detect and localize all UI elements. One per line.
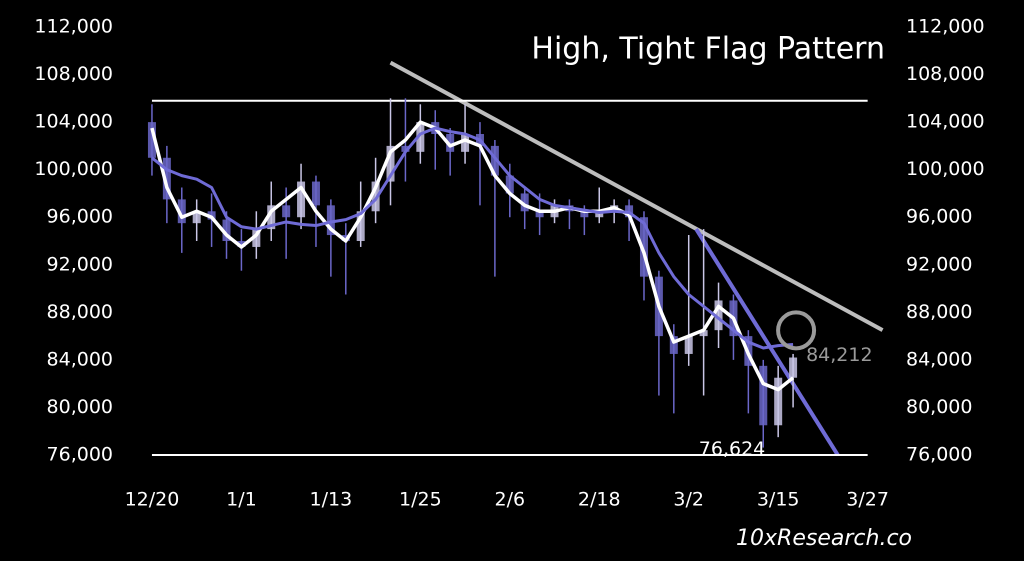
candle-body bbox=[535, 211, 544, 218]
y-tick-label: 88,000 bbox=[47, 301, 113, 323]
moving-average-line bbox=[150, 120, 795, 392]
candle-body bbox=[252, 229, 261, 247]
candle-body bbox=[595, 211, 604, 218]
y-tick-label: 76,000 bbox=[47, 444, 113, 466]
candle-body bbox=[401, 145, 410, 152]
y2-tick-label: 104,000 bbox=[906, 111, 985, 133]
candle-body bbox=[669, 336, 678, 354]
candle-body bbox=[505, 175, 514, 194]
trend-line bbox=[694, 228, 840, 457]
candle-body bbox=[446, 134, 455, 152]
annotation-label: 84,212 bbox=[806, 344, 872, 366]
candle-body bbox=[774, 377, 783, 426]
y2-tick-label: 84,000 bbox=[906, 348, 972, 370]
candle-body bbox=[311, 181, 320, 206]
y-tick-label: 84,000 bbox=[47, 348, 113, 370]
candle-body bbox=[789, 357, 798, 378]
y2-tick-label: 76,000 bbox=[906, 444, 972, 466]
x-tick-label: 1/1 bbox=[226, 489, 257, 511]
x-tick-label: 1/25 bbox=[399, 489, 442, 511]
x-tick-label: 3/2 bbox=[673, 489, 704, 511]
y2-tick-label: 112,000 bbox=[906, 16, 985, 38]
y2-tick-label: 108,000 bbox=[906, 63, 985, 85]
candle-body bbox=[759, 365, 768, 426]
y2-tick-label: 80,000 bbox=[906, 396, 972, 418]
candle-body bbox=[714, 300, 723, 331]
y2-tick-label: 92,000 bbox=[906, 253, 972, 275]
annotation-label: 76,624 bbox=[699, 438, 765, 460]
candle-body bbox=[356, 211, 365, 241]
annotation-circle bbox=[776, 310, 817, 351]
candle-body bbox=[282, 205, 291, 218]
candle-body bbox=[699, 330, 708, 337]
x-tick-label: 3/15 bbox=[757, 489, 800, 511]
candle-body bbox=[297, 181, 306, 218]
candle-body bbox=[267, 205, 276, 230]
watermark: 10xResearch.co bbox=[736, 526, 912, 551]
candle-body bbox=[192, 211, 201, 224]
candle-body bbox=[371, 181, 380, 212]
y-tick-label: 92,000 bbox=[47, 253, 113, 275]
y-tick-label: 104,000 bbox=[34, 111, 113, 133]
candle-body bbox=[416, 122, 425, 152]
candle-body bbox=[222, 219, 231, 241]
candle-body bbox=[639, 217, 648, 277]
y-tick-label: 100,000 bbox=[34, 158, 113, 180]
candle-body bbox=[147, 122, 156, 158]
candle-body bbox=[684, 336, 693, 354]
y2-tick-label: 96,000 bbox=[906, 206, 972, 228]
candle-body bbox=[162, 157, 171, 200]
candle-body bbox=[490, 145, 499, 176]
y2-tick-label: 100,000 bbox=[906, 158, 985, 180]
y2-tick-label: 88,000 bbox=[906, 301, 972, 323]
moving-average-line bbox=[151, 126, 794, 350]
y-tick-label: 96,000 bbox=[47, 206, 113, 228]
x-tick-label: 12/20 bbox=[125, 489, 180, 511]
candle-body bbox=[177, 199, 186, 224]
candle-body bbox=[326, 205, 335, 236]
candle-body bbox=[461, 134, 470, 152]
x-tick-label: 1/13 bbox=[310, 489, 353, 511]
x-tick-label: 2/18 bbox=[578, 489, 621, 511]
candle-body bbox=[386, 145, 395, 182]
y-tick-label: 112,000 bbox=[34, 16, 113, 38]
trend-line bbox=[389, 60, 884, 332]
y-tick-label: 108,000 bbox=[34, 63, 113, 85]
candle-body bbox=[580, 211, 589, 218]
candle-body bbox=[237, 241, 246, 247]
candle-body bbox=[520, 193, 529, 212]
x-tick-label: 2/6 bbox=[495, 489, 526, 511]
y-tick-label: 80,000 bbox=[47, 396, 113, 418]
chart-title: High, Tight Flag Pattern bbox=[531, 32, 885, 67]
x-tick-label: 3/27 bbox=[846, 489, 889, 511]
